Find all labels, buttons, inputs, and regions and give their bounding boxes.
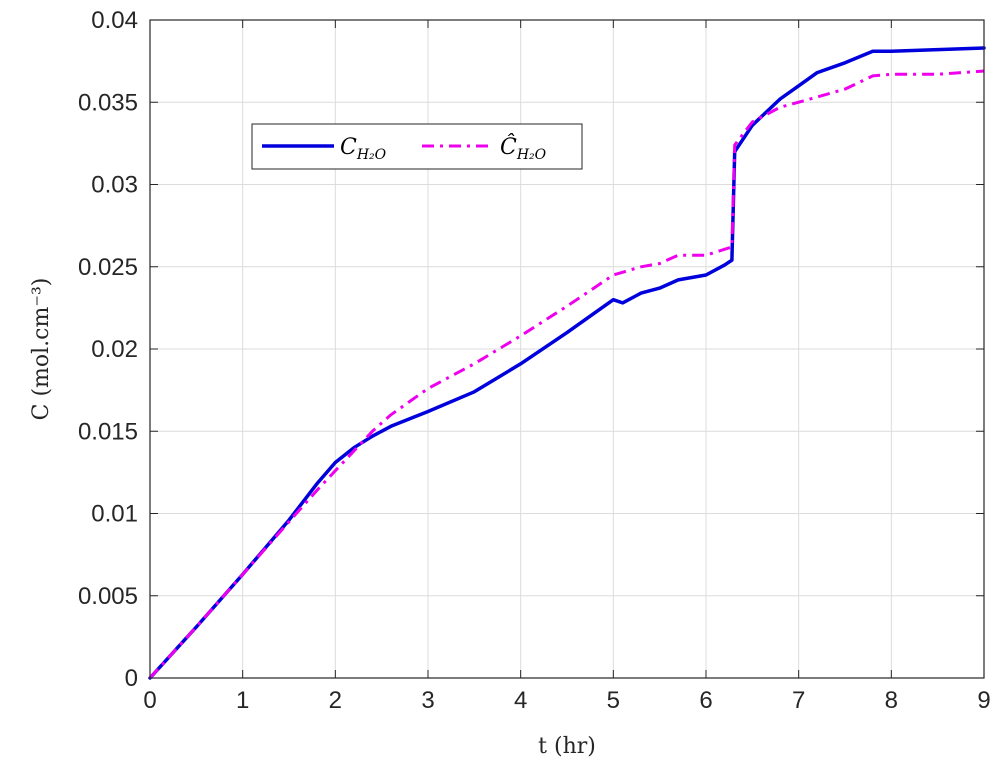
- tick-labels: 0 1 2 3 4 5 6 7 8 9 0 0.005 0.01 0.015 0.02 0.025 0.03 0.…: [78, 7, 991, 714]
- series-c-h2o: [148, 46, 986, 680]
- y-tick-label: 0: [125, 665, 138, 692]
- legend-sub-c-h2o: H₂O: [356, 147, 387, 163]
- x-tick-label: 8: [885, 687, 898, 714]
- legend-sub-c-hat-h2o: H₂O: [516, 147, 547, 163]
- x-tick-label: 3: [421, 687, 434, 714]
- legend-entry-c-hat-h2o: ĈH₂O: [500, 133, 547, 163]
- x-axis-label: t (hr): [538, 734, 596, 759]
- y-tick-label: 0.02: [91, 336, 138, 363]
- series-c-hat-h2o: [148, 69, 985, 680]
- x-tick-label: 9: [977, 687, 990, 714]
- legend-label-c-h2o: C: [340, 135, 357, 160]
- y-axis-label: C (mol.cm⁻³): [29, 278, 54, 421]
- x-tick-label: 4: [514, 687, 527, 714]
- y-tick-label: 0.005: [78, 583, 138, 610]
- x-tick-label: 2: [329, 687, 342, 714]
- legend-entry-c-h2o: CH₂O: [340, 135, 387, 163]
- series-layer: [148, 46, 986, 680]
- y-tick-label: 0.035: [78, 89, 138, 116]
- legend-label-c-hat-h2o: Ĉ: [500, 133, 517, 160]
- x-tick-label: 7: [792, 687, 805, 714]
- y-tick-label: 0.03: [91, 172, 138, 199]
- y-tick-label: 0.015: [78, 418, 138, 445]
- ticks: [149, 19, 985, 679]
- y-tick-label: 0.025: [78, 254, 138, 281]
- x-tick-label: 1: [236, 687, 249, 714]
- x-tick-label: 0: [143, 687, 156, 714]
- y-tick-label: 0.04: [91, 7, 138, 34]
- x-tick-label: 6: [699, 687, 712, 714]
- legend: CH₂O ĈH₂O: [251, 123, 583, 170]
- x-tick-label: 5: [607, 687, 620, 714]
- y-tick-label: 0.01: [91, 501, 138, 528]
